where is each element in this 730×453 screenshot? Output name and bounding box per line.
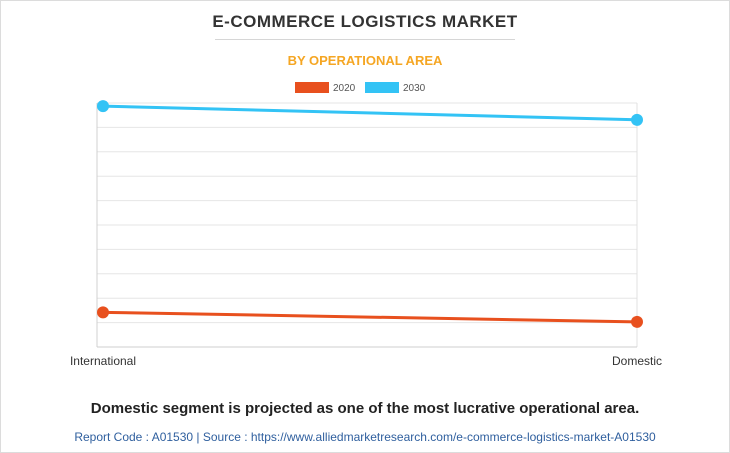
data-point-2020 [97,306,109,319]
data-point-2020 [631,315,643,328]
series-line-2030 [102,104,638,122]
legend-swatch-2030 [365,82,399,93]
legend-swatch-2020 [295,82,329,93]
series-line-2020 [102,310,638,324]
legend-label-2020: 2020 [333,83,356,94]
chart-title: E-COMMERCE LOGISTICS MARKET [212,12,518,31]
title-divider [215,39,515,40]
chart-caption: Domestic segment is projected as one of … [90,400,640,417]
x-tick-label: Domestic [612,354,662,368]
data-point-2030 [631,113,643,126]
chart-subtitle: BY OPERATIONAL AREA [287,53,443,68]
line-chart: International Domestic 2020 2030 [70,82,662,368]
source-line: Report Code : A01530 | Source : https://… [74,430,656,444]
data-point-2030 [97,100,109,113]
legend-label-2030: 2030 [403,83,426,94]
x-tick-label: International [70,354,136,368]
